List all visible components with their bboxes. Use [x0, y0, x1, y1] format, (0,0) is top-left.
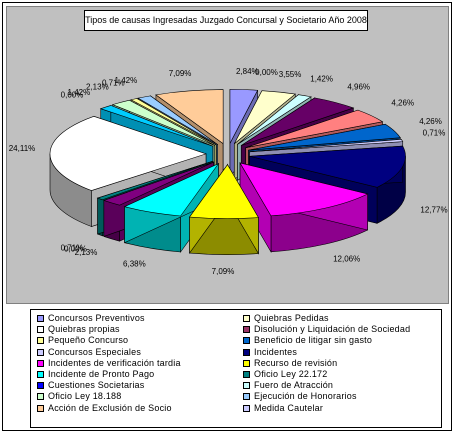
- pie-slice: [123, 162, 220, 217]
- pie-slice: [248, 123, 401, 151]
- pie-slice: [137, 95, 218, 145]
- data-label: 1,42%: [310, 74, 333, 83]
- pie-slice: [241, 97, 355, 146]
- legend-swatch: [37, 337, 44, 345]
- pie-slice: [96, 161, 213, 201]
- legend-swatch: [37, 348, 44, 356]
- legend-label: Medida Cautelar: [254, 402, 324, 413]
- data-label: 6,38%: [123, 260, 146, 269]
- legend-label: Disolución y Liquidación de Sociedad: [254, 324, 411, 335]
- legend-swatch: [37, 404, 44, 412]
- data-labels: 2,84%0,00% 3,55% 1,42%4,96%4,26%4,26%0,71%…: [9, 67, 448, 276]
- data-label: 4,96%: [347, 83, 370, 92]
- legend-swatch: [37, 315, 44, 322]
- pie-slice: [99, 105, 213, 147]
- legend-swatch: [37, 359, 44, 367]
- legend-swatch: [37, 382, 44, 390]
- data-label: 0,71%: [423, 129, 446, 138]
- pie-slice: [229, 89, 259, 144]
- chart-title: Tipos de causas Ingresadas Juzgado Concu…: [84, 10, 368, 31]
- chart-frame: [2, 2, 452, 431]
- data-label: 0,71%: [102, 79, 125, 88]
- legend-swatch: [37, 393, 44, 401]
- data-label: 3,55%: [279, 70, 302, 79]
- data-label: 12,77%: [420, 205, 447, 214]
- legend-swatch: [243, 348, 250, 356]
- legend-swatch: [243, 326, 250, 334]
- data-label: 4,26%: [419, 117, 442, 126]
- pie-slice: [49, 116, 207, 191]
- legend-swatch: [37, 326, 44, 334]
- data-label: 12,06%: [333, 254, 360, 263]
- legend-label: Oficio Ley 18.188: [48, 391, 122, 402]
- pie-slice: [130, 98, 217, 146]
- pie-slice: [234, 90, 296, 145]
- legend-label: Concursos Preventivos: [48, 313, 145, 323]
- pie-tops: [49, 89, 406, 219]
- data-label: 2,13%: [75, 248, 98, 257]
- data-label: 0,00%: [64, 245, 87, 254]
- legend-swatch: [243, 404, 250, 412]
- legend-label: Incidentes de verificación tardia: [48, 357, 181, 368]
- legend-label: Quiebras propias: [48, 324, 120, 335]
- legend-label: Fuero de Atracción: [254, 380, 334, 391]
- legend-label: Incidentes: [254, 346, 298, 357]
- legend-swatch: [243, 315, 250, 322]
- data-label: 7,09%: [212, 267, 235, 276]
- legend-swatch: [243, 337, 250, 345]
- legend-swatch: [243, 371, 250, 378]
- data-label: 0,00%: [61, 91, 84, 100]
- legend-swatch: [243, 382, 250, 390]
- data-label: 4,26%: [391, 99, 414, 108]
- legend: Concursos Preventivos Quiebras Pedidas Qui…: [30, 309, 442, 428]
- pie-slice: [249, 138, 404, 153]
- pie-slice: [102, 161, 214, 206]
- data-label: 2,13%: [86, 83, 109, 92]
- legend-label: Oficio Ley 22.172: [254, 369, 328, 379]
- legend-swatch: [243, 393, 250, 401]
- data-label: 1,42%: [115, 76, 138, 85]
- legend-label: Beneficio de litigar sin gasto: [254, 335, 373, 346]
- pie-slice: [249, 145, 406, 188]
- pie-slice: [189, 164, 259, 219]
- pie-slice: [245, 109, 384, 148]
- data-label: 1,42%: [68, 88, 91, 97]
- data-label: 24,11%: [9, 144, 36, 153]
- data-label: 7,09%: [169, 69, 192, 78]
- data-label: 2,84%: [236, 67, 259, 76]
- pie-slice: [239, 162, 369, 217]
- legend-label: Cuestiones Societarias: [48, 380, 145, 391]
- legend-swatch: [37, 371, 44, 378]
- legend-label: Incidente de Pronto Pago: [48, 369, 155, 379]
- legend-swatch: [243, 359, 250, 367]
- data-label: 0,00%: [255, 68, 278, 77]
- pie-slice: [111, 99, 215, 146]
- legend-label: Pequeño Concurso: [48, 335, 129, 346]
- legend-label: Ejecución de Honorarios: [254, 391, 357, 402]
- data-label: 0,71%: [61, 243, 84, 252]
- legend-label: Concursos Especiales: [48, 346, 142, 357]
- legend-label: Quiebras Pedidas: [254, 313, 329, 323]
- pie-slice: [155, 89, 224, 145]
- legend-label: Recurso de revisión: [254, 357, 338, 368]
- legend-label: Acción de Exclusión de Socio: [48, 402, 172, 413]
- pie-slice: [237, 94, 312, 145]
